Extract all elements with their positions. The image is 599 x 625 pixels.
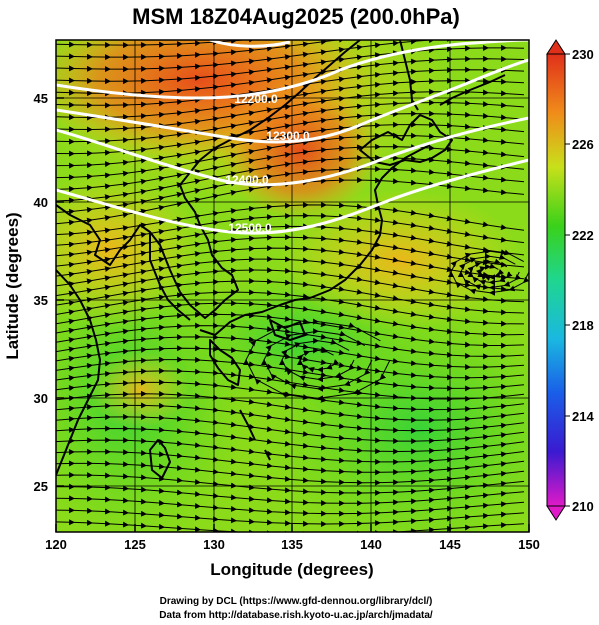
vortex-streamline xyxy=(448,248,529,296)
colorbar-tick-label: 222 xyxy=(572,228,594,243)
colorbar-tick-label: 214 xyxy=(572,409,594,424)
height-contour xyxy=(56,116,529,187)
colorbar-max-arrow xyxy=(546,39,566,55)
x-tick-label: 135 xyxy=(281,537,303,552)
y-tick-label: 45 xyxy=(34,91,48,106)
contour-label: 12400.0 xyxy=(225,173,269,187)
x-tick-label: 130 xyxy=(203,537,225,552)
contour-labels: 12200.0 12300.0 12400.0 12500.0 xyxy=(225,92,310,235)
colorbar-tick-label: 218 xyxy=(572,318,594,333)
x-tick-label: 145 xyxy=(439,537,461,552)
coastlines xyxy=(56,40,506,479)
height-contour xyxy=(56,158,529,235)
map-title: MSM 18Z04Aug2025 (200.0hPa) xyxy=(132,4,460,29)
plot-area: 12200.0 12300.0 12400.0 12500.0 xyxy=(56,40,529,532)
y-tick-labels: 25 30 35 40 45 xyxy=(34,91,48,494)
y-tick-label: 35 xyxy=(34,293,48,308)
colorbar-min-arrow xyxy=(546,505,566,521)
height-contour xyxy=(209,40,291,48)
height-contours xyxy=(56,40,529,235)
contour-label: 12200.0 xyxy=(234,92,278,106)
colorbar-tick-label: 210 xyxy=(572,499,594,514)
y-tick-label: 25 xyxy=(34,479,48,494)
x-tick-label: 125 xyxy=(124,537,146,552)
colorbar-scale xyxy=(546,53,566,507)
credit-drawing: Drawing by DCL (https://www.gfd-dennou.o… xyxy=(160,596,433,607)
y-axis-label: Latitude (degrees) xyxy=(3,212,22,359)
height-contour xyxy=(56,40,529,100)
temperature-patch xyxy=(90,350,190,430)
y-tick-label: 40 xyxy=(34,195,48,210)
x-tick-labels: 120 125 130 135 140 145 150 xyxy=(45,537,540,552)
colorbar: 230 226 222 218 214 210 xyxy=(546,39,594,521)
contour-label: 12300.0 xyxy=(266,129,310,143)
contour-label: 12500.0 xyxy=(228,221,272,235)
height-contour xyxy=(56,58,529,144)
axis-ticks xyxy=(55,97,530,532)
x-tick-label: 150 xyxy=(518,537,540,552)
x-tick-label: 140 xyxy=(360,537,382,552)
x-tick-label: 120 xyxy=(45,537,67,552)
x-axis-label: Longitude (degrees) xyxy=(210,560,373,579)
colorbar-tick-label: 230 xyxy=(572,47,594,62)
y-tick-label: 30 xyxy=(34,391,48,406)
vortex-streamline xyxy=(243,318,391,402)
colorbar-tick-label: 226 xyxy=(572,137,594,152)
streamline xyxy=(56,519,525,532)
credit-data: Data from http://database.rish.kyoto-u.a… xyxy=(159,610,433,621)
